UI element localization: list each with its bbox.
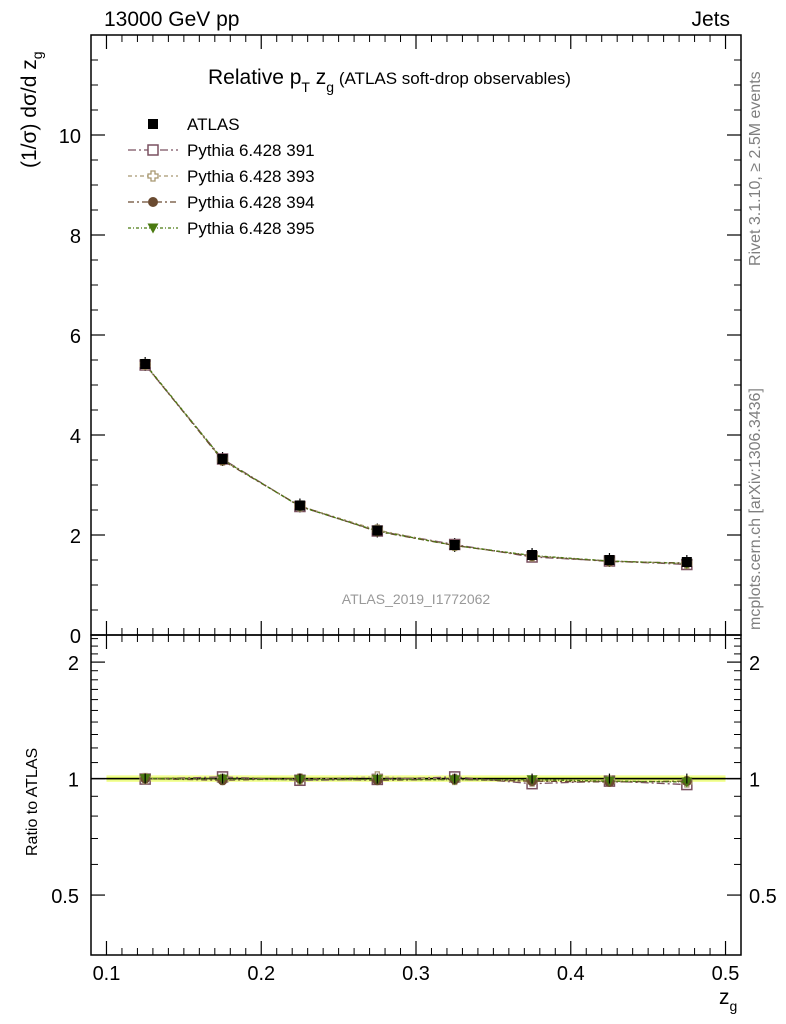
legend-marker [147, 144, 159, 156]
data-point [372, 525, 383, 536]
ratio-series-line [145, 777, 687, 783]
legend-entry: Pythia 6.428 393 [128, 167, 315, 186]
analysis-watermark: ATLAS_2019_I1772062 [342, 591, 491, 607]
y-tick-label: 2 [70, 526, 81, 548]
data-point [527, 550, 538, 560]
x-tick-label: 0.5 [712, 963, 740, 985]
data-point [604, 555, 615, 565]
ratio-y-tick-label-right: 2 [749, 653, 760, 675]
ratio-y-tick-label: 0.5 [51, 886, 79, 908]
y-tick-label: 6 [70, 326, 81, 348]
legend-marker [147, 223, 159, 234]
y-tick-label: 4 [70, 426, 81, 448]
ratio-y-tick-label-right: 1 [749, 770, 760, 792]
header-right: Jets [691, 8, 730, 31]
legend-label: Pythia 6.428 395 [187, 219, 315, 238]
y-tick-label: 10 [59, 126, 81, 148]
legend-entry: Pythia 6.428 394 [128, 193, 315, 212]
x-tick-label: 0.3 [402, 963, 430, 985]
x-tick-label: 0.4 [557, 963, 585, 985]
data-point [294, 500, 305, 511]
ratio-y-tick-label-right: 0.5 [749, 886, 777, 908]
data-point [449, 540, 460, 550]
ratio-panel-frame [90, 634, 742, 956]
y-tick-label: 0 [70, 626, 81, 648]
legend: ATLAS Pythia 6.428 391 Pythia 6.428 393 Pyt… [128, 115, 315, 238]
legend-label: Pythia 6.428 391 [187, 141, 315, 160]
legend-label: ATLAS [187, 115, 240, 134]
ratio-series-line [145, 777, 687, 783]
legend-entry: ATLAS [148, 115, 240, 134]
y-tick-label: 8 [70, 226, 81, 248]
chart-title: Relative pT zg (ATLAS soft-drop observab… [208, 66, 571, 95]
legend-marker [148, 197, 158, 207]
legend-entry: Pythia 6.428 395 [128, 219, 315, 238]
series-line [144, 363, 687, 565]
legend-label: Pythia 6.428 394 [187, 193, 315, 212]
legend-label: Pythia 6.428 393 [187, 167, 315, 186]
x-tick-label: 0.2 [247, 963, 275, 985]
header-left: 13000 GeV pp [104, 8, 240, 31]
ratio-series-line [145, 776, 687, 783]
data-point [681, 557, 692, 567]
y-axis-label: (1/σ) dσ/d zg [18, 51, 45, 168]
series-pythia-4 [144, 363, 687, 565]
legend-marker [148, 119, 158, 129]
x-axis-label: zg [719, 986, 737, 1014]
legend-marker [147, 170, 159, 182]
data-point [140, 359, 151, 369]
ratio-y-tick-label: 1 [68, 770, 79, 792]
ratio-y-tick-label: 2 [68, 653, 79, 675]
legend-entry: Pythia 6.428 391 [128, 141, 315, 160]
ratio-y-axis-label: Ratio to ATLAS [24, 748, 41, 856]
x-tick-label: 0.1 [93, 963, 121, 985]
data-point [217, 454, 228, 464]
